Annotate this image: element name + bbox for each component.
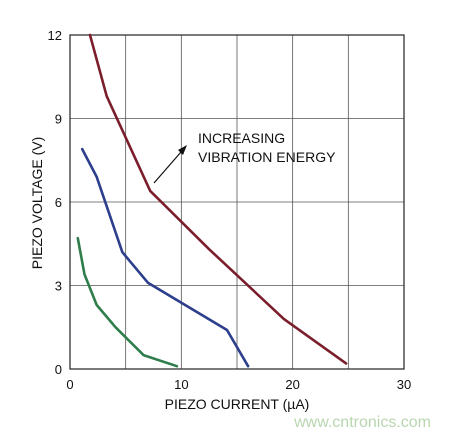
x-tick-label: 0 — [66, 377, 73, 392]
y-axis-label: PIEZO VOLTAGE (V) — [29, 137, 45, 270]
annotation-line-2: VIBRATION ENERGY — [198, 149, 336, 165]
x-axis-label: PIEZO CURRENT (µA) — [165, 396, 310, 412]
y-tick-label: 3 — [55, 279, 62, 294]
y-tick-label: 9 — [55, 112, 62, 127]
x-tick-label: 20 — [285, 377, 299, 392]
series-line-2 — [80, 147, 250, 368]
tick-labels: 0 10 20 30 0 3 6 9 12 — [48, 28, 412, 392]
watermark: www.cntronics.com — [293, 414, 431, 431]
series-line-1 — [88, 33, 348, 365]
x-tick-label: 10 — [174, 377, 188, 392]
y-tick-label: 0 — [55, 362, 62, 377]
x-tick-label: 30 — [397, 377, 411, 392]
annotation-line-1: INCREASING — [198, 130, 285, 146]
grid — [70, 35, 404, 369]
series-line-3 — [76, 236, 179, 368]
y-tick-label: 12 — [48, 28, 62, 43]
arrowhead-icon — [178, 145, 187, 155]
plot-frame — [69, 34, 405, 370]
y-tick-label: 6 — [55, 195, 62, 210]
annotation-arrow — [153, 151, 182, 184]
series-layer — [76, 33, 348, 368]
annotation: INCREASING VIBRATION ENERGY — [153, 130, 336, 184]
